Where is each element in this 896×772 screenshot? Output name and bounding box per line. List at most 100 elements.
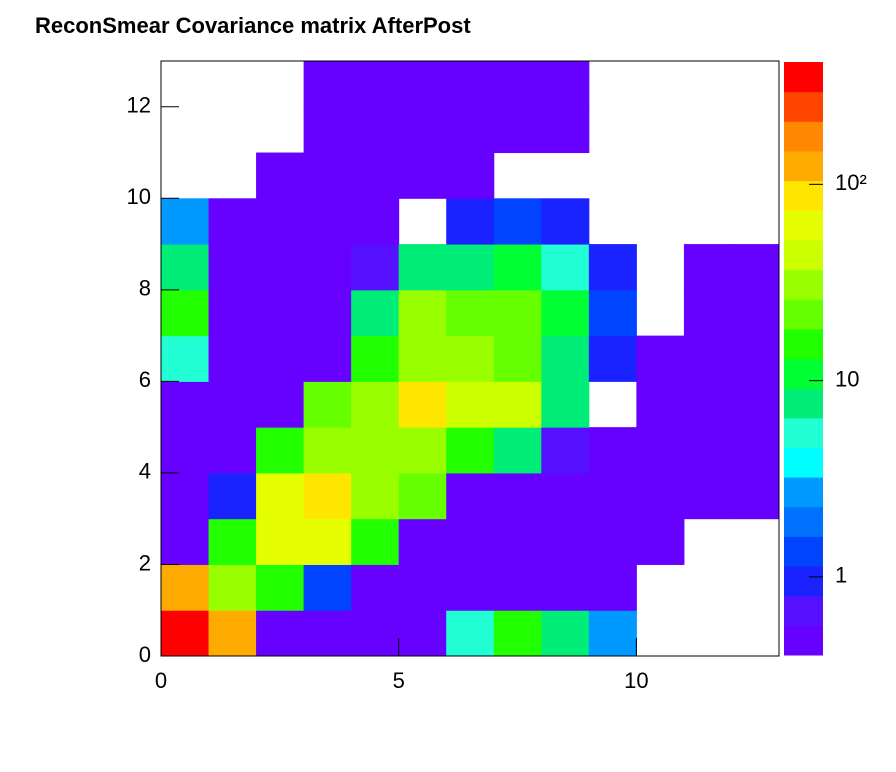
heatmap-cell [208,564,257,611]
heatmap-cell [398,472,447,520]
heatmap-cell [683,427,732,474]
heatmap-cell [541,564,590,611]
heatmap-cell [161,381,210,428]
heatmap-cell [731,381,780,428]
heatmap-cell [541,61,590,108]
y-tick-label: 8 [139,276,151,301]
heatmap-cell [493,427,542,474]
heatmap-cell [398,61,447,108]
heatmap-cell [398,335,447,382]
heatmap-cell [683,472,732,520]
y-tick-label: 2 [139,550,151,575]
heatmap-cell [351,564,400,611]
heatmap-cell [256,610,305,657]
heatmap-cell [398,610,447,657]
heatmap-cell [398,152,447,199]
palette-swatch [784,269,823,300]
heatmap-cell [161,564,210,611]
heatmap-cell [731,244,780,291]
y-tick-label: 10 [127,184,151,209]
heatmap-cell [208,518,257,565]
x-tick-label: 10 [624,668,648,693]
z-tick-label: 10² [835,170,867,195]
heatmap-cell [351,106,400,154]
heatmap-cell [351,335,400,382]
heatmap-cell [398,244,447,291]
heatmap-cell [208,427,257,474]
heatmap-cell [541,335,590,382]
heatmap-cell [303,610,352,657]
heatmap-cell [446,335,495,382]
heatmap-cell [161,289,210,337]
heatmap-cell [493,198,542,245]
heatmap-cell [636,335,685,382]
heatmap-cell [208,289,257,337]
heatmap-cell [303,152,352,199]
heatmap-cell [731,335,780,382]
heatmap-cell [303,289,352,337]
heatmap-cell [161,472,210,520]
heatmap-cell [588,335,637,382]
z-tick-label: 10 [835,366,859,391]
heatmap-cell [208,381,257,428]
heatmap-cell [398,564,447,611]
heatmap-cell [351,518,400,565]
heatmap-cell [398,518,447,565]
heatmap-cell [446,244,495,291]
palette-swatch [784,536,823,567]
heatmap-cell [588,289,637,337]
heatmap-cell [351,427,400,474]
heatmap-cell [493,106,542,154]
palette-swatch [784,447,823,478]
heatmap-cell [731,427,780,474]
heatmap-cell [446,427,495,474]
heatmap-cell [161,244,210,291]
heatmap-cell [541,610,590,657]
heatmap-cell [446,289,495,337]
plot-frame [160,60,780,657]
palette-swatch [784,506,823,537]
heatmap-cell [541,518,590,565]
heatmap-cell [683,289,732,337]
palette-swatch [784,210,823,241]
heatmap-cell [351,152,400,199]
heatmap-cell [398,381,447,428]
heatmap-cell [446,198,495,245]
x-tick-label: 5 [393,668,405,693]
heatmap-cell [256,518,305,565]
heatmap-cell [303,472,352,520]
heatmap-cell [588,427,637,474]
heatmap-cell [493,518,542,565]
heatmap-cell [303,335,352,382]
heatmap-cell [303,381,352,428]
heatmap-cell [541,472,590,520]
heatmap-cell [256,472,305,520]
heatmap-cell [256,564,305,611]
palette-swatch [784,388,823,419]
heatmap-cell [446,610,495,657]
heatmap-cell [351,198,400,245]
heatmap-cell [541,427,590,474]
heatmap-cell [446,61,495,108]
palette-swatch [784,328,823,359]
palette-swatch [784,180,823,211]
chart-title: ReconSmear Covariance matrix AfterPost [35,13,471,38]
x-tick-label: 0 [155,668,167,693]
palette-swatch [784,150,823,182]
palette-swatch [784,358,823,389]
heatmap-cell [256,152,305,199]
heatmap-cell [398,289,447,337]
heatmap-cell [446,106,495,154]
heatmap-cell [256,427,305,474]
heatmap-cell [541,106,590,154]
palette-swatch [784,299,823,330]
heatmap-cell [351,61,400,108]
heatmap-cell [446,152,495,199]
palette-swatch [784,91,823,122]
heatmap-cell [256,198,305,245]
palette-swatch [784,595,823,626]
heatmap-cell [256,289,305,337]
heatmap-cell [303,564,352,611]
